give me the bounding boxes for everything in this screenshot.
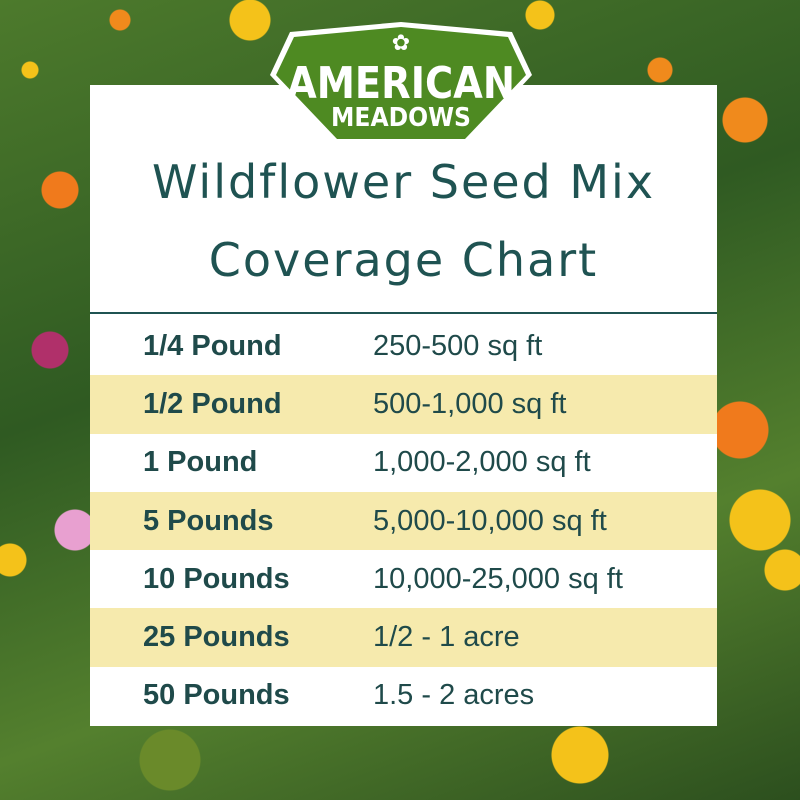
table-row: 10 Pounds 10,000-25,000 sq ft xyxy=(90,550,717,608)
coverage: 1/2 - 1 acre xyxy=(373,621,520,654)
star-flower-icon: ✿ xyxy=(392,31,410,56)
table-row: 1 Pound 1,000-2,000 sq ft xyxy=(90,434,717,492)
divider xyxy=(90,312,717,314)
table-row: 1/4 Pound 250-500 sq ft xyxy=(90,317,717,375)
title-line-1: Wildflower Seed Mix xyxy=(151,155,656,209)
coverage: 250-500 sq ft xyxy=(373,329,543,362)
coverage: 1.5 - 2 acres xyxy=(373,679,535,712)
coverage: 1,000-2,000 sq ft xyxy=(373,446,591,479)
title-line-2: Coverage Chart xyxy=(208,233,599,287)
amount: 5 Pounds xyxy=(143,504,274,537)
amount: 1 Pound xyxy=(143,446,258,479)
coverage-card: Wildflower Seed Mix Coverage Chart 1/4 P… xyxy=(90,85,717,726)
logo-text-1: AMERICAN xyxy=(287,58,515,109)
table-row: 1/2 Pound 500-1,000 sq ft xyxy=(90,375,717,434)
amount: 1/4 Pound xyxy=(143,329,282,362)
amount: 10 Pounds xyxy=(143,562,290,595)
table-row: 5 Pounds 5,000-10,000 sq ft xyxy=(90,491,717,551)
table-row: 50 Pounds 1.5 - 2 acres xyxy=(90,667,717,725)
table-row: 25 Pounds 1/2 - 1 acre xyxy=(90,608,717,667)
american-meadows-logo: ✿ AMERICAN MEADOWS xyxy=(270,22,532,144)
coverage: 10,000-25,000 sq ft xyxy=(373,562,623,595)
logo-text-2: MEADOWS xyxy=(331,103,471,133)
amount: 50 Pounds xyxy=(143,679,290,712)
amount: 25 Pounds xyxy=(143,621,290,654)
coverage-table: 1/4 Pound 250-500 sq ft 1/2 Pound 500-1,00… xyxy=(90,317,717,725)
coverage: 5,000-10,000 sq ft xyxy=(373,504,607,537)
page-title: Wildflower Seed Mix Coverage Chart xyxy=(90,143,717,299)
coverage: 500-1,000 sq ft xyxy=(373,387,567,420)
amount: 1/2 Pound xyxy=(143,387,282,420)
